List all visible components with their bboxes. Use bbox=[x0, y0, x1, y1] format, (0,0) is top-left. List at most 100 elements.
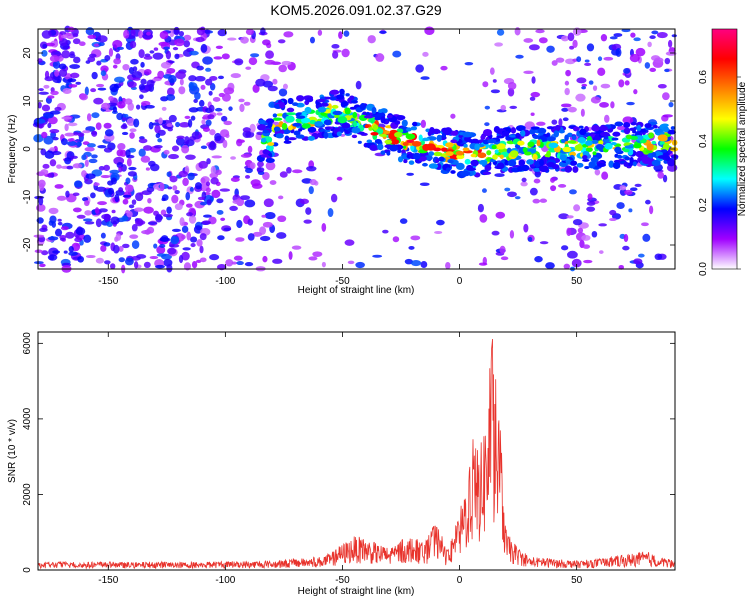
spectrogram-cell bbox=[60, 34, 69, 39]
spectrogram-cell bbox=[242, 127, 251, 133]
spectrogram-cell bbox=[616, 154, 623, 159]
spectrogram-cell bbox=[523, 38, 534, 43]
spectrogram-cell bbox=[67, 138, 74, 142]
spectrogram-cell bbox=[202, 56, 213, 65]
spectrogram-cell bbox=[529, 128, 536, 135]
spectrogram-cell bbox=[410, 144, 415, 152]
spectrogram-cell bbox=[576, 162, 584, 168]
spectrogram-cell bbox=[583, 259, 593, 264]
spectrogram-cell bbox=[195, 182, 202, 190]
spectrogram-cell bbox=[262, 39, 271, 46]
spectrogram-cell bbox=[39, 263, 46, 268]
y-tick-label: 0 bbox=[22, 567, 33, 573]
spectrogram-cell bbox=[429, 126, 435, 135]
spectrogram-cell bbox=[455, 150, 465, 156]
spectrogram-cell bbox=[654, 253, 663, 261]
spectrogram-cell bbox=[279, 171, 288, 178]
y-tick-label: -20 bbox=[22, 237, 33, 252]
spectrogram-cell bbox=[539, 241, 549, 245]
spectrogram-cell bbox=[494, 149, 499, 154]
spectrogram-cell bbox=[215, 169, 222, 176]
spectrogram-cell bbox=[160, 61, 172, 69]
spectrogram-cell bbox=[546, 45, 555, 53]
spectrogram-cell bbox=[500, 104, 507, 111]
spectrogram-cell bbox=[633, 258, 643, 265]
spectrogram-cell bbox=[470, 153, 477, 158]
spectrogram-cell bbox=[109, 169, 120, 174]
spectrogram-cell bbox=[370, 116, 375, 124]
spectrogram-cell bbox=[410, 235, 421, 241]
spectrogram-cell bbox=[428, 151, 435, 157]
spectrogram-cell bbox=[265, 50, 274, 59]
spectrogram-cell bbox=[600, 83, 611, 89]
colorbar-tick-label: 0.6 bbox=[698, 70, 709, 84]
spectrogram-x-ticks: -150 -100 -50 0 50 bbox=[98, 29, 583, 287]
spectrogram-cell bbox=[374, 116, 381, 121]
spectrogram-cell bbox=[612, 131, 621, 137]
spectrogram-cell bbox=[223, 87, 235, 95]
spectrogram-cell bbox=[509, 105, 518, 110]
spectrogram-cell bbox=[582, 154, 588, 160]
spectrogram-cell bbox=[554, 124, 561, 132]
spectrogram-cell bbox=[128, 166, 137, 171]
spectrogram-cell bbox=[262, 221, 273, 228]
colorbar-label: Normalized spectral amplitude bbox=[737, 81, 748, 216]
spectrogram-cell bbox=[116, 112, 124, 121]
spectrogram-cell bbox=[380, 116, 386, 124]
spectrogram-cell bbox=[252, 231, 263, 237]
spectrogram-cell bbox=[308, 256, 318, 261]
spectrogram-cell bbox=[158, 117, 163, 125]
spectrogram-cell bbox=[223, 120, 233, 126]
spectrogram-cell bbox=[43, 135, 54, 145]
spectrogram-cell bbox=[212, 96, 221, 102]
spectrogram-cell bbox=[641, 156, 652, 165]
spectrogram-cell bbox=[167, 186, 173, 190]
spectrogram-cell bbox=[433, 151, 443, 157]
spectrogram-cell bbox=[586, 43, 595, 52]
spectrogram-cell bbox=[435, 158, 440, 163]
spectrogram-cell bbox=[60, 226, 69, 231]
spectrogram-cell bbox=[344, 239, 355, 246]
spectrogram-cell bbox=[133, 261, 139, 269]
x-tick-label: -150 bbox=[98, 276, 118, 287]
spectrogram-cell bbox=[54, 228, 63, 237]
spectrogram-cell bbox=[47, 116, 58, 125]
spectrogram-cell bbox=[425, 128, 431, 133]
spectrogram-cell bbox=[567, 140, 577, 144]
spectrogram-cell bbox=[396, 115, 406, 121]
spectrogram-cell bbox=[644, 123, 652, 129]
spectrogram-cell bbox=[629, 156, 634, 164]
spectrogram-cell bbox=[256, 131, 264, 135]
spectrogram-cell bbox=[130, 29, 136, 37]
spectrogram-cell bbox=[370, 131, 379, 136]
spectrogram-cell bbox=[668, 39, 673, 48]
x-tick-label: 0 bbox=[457, 276, 463, 287]
spectrogram-cell bbox=[178, 30, 185, 37]
spectrogram-cell bbox=[337, 116, 348, 124]
spectrogram-cell bbox=[174, 203, 183, 211]
spectrogram-cell bbox=[635, 47, 646, 57]
spectrogram-cell bbox=[185, 192, 191, 201]
spectrogram-cell bbox=[129, 128, 137, 133]
spectrogram-cell bbox=[233, 255, 243, 261]
spectrogram-cell bbox=[464, 135, 471, 143]
spectrogram-cell bbox=[559, 154, 567, 161]
spectrogram-cell bbox=[104, 260, 111, 265]
y-tick-label: 10 bbox=[22, 95, 33, 107]
spectrogram-cell bbox=[493, 125, 500, 133]
spectrogram-cell bbox=[419, 182, 430, 186]
spectrogram-cell bbox=[660, 149, 668, 153]
x-tick-label: 50 bbox=[571, 276, 583, 287]
spectrogram-cell bbox=[564, 87, 570, 96]
spectrogram-cell bbox=[592, 151, 597, 156]
spectrogram-cell bbox=[557, 184, 567, 188]
spectrogram-cell bbox=[462, 131, 473, 138]
spectrogram-cell bbox=[434, 230, 443, 234]
spectrogram-cell bbox=[113, 58, 122, 65]
spectrogram-cell bbox=[195, 36, 205, 43]
spectrogram-cell bbox=[561, 107, 569, 112]
spectrogram-cell bbox=[144, 68, 152, 76]
spectrogram-cell bbox=[113, 244, 120, 254]
spectrogram-cell bbox=[283, 140, 292, 144]
spectrogram-cell bbox=[644, 62, 651, 69]
